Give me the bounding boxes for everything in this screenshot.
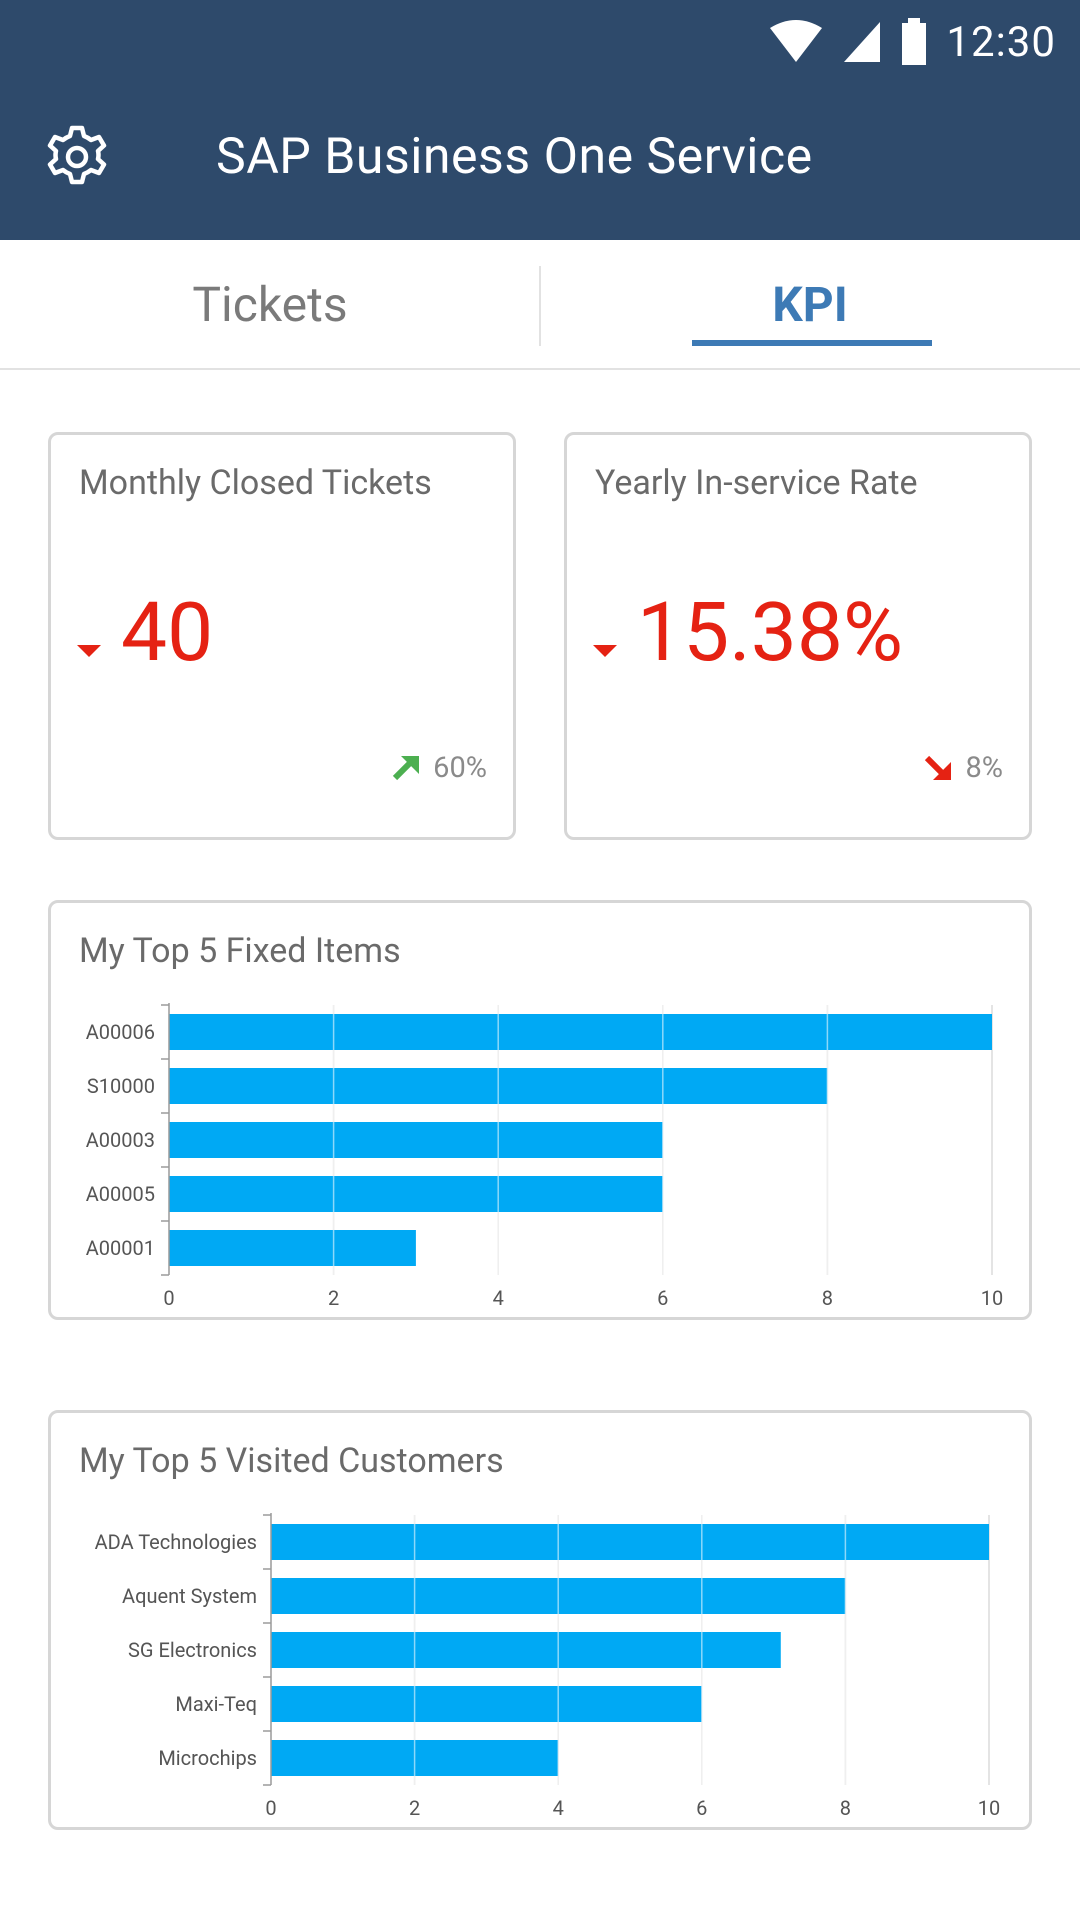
tab-tickets[interactable]: Tickets bbox=[192, 275, 348, 333]
bar[interactable] bbox=[271, 1524, 989, 1560]
kpi-value: 15.38% bbox=[637, 585, 904, 681]
battery-icon bbox=[902, 18, 927, 65]
kpi-trend: 8% bbox=[923, 751, 1003, 785]
x-tick-label: 10 bbox=[978, 1796, 1000, 1820]
category-label: Maxi-Teq bbox=[175, 1692, 257, 1716]
tab-bar: Tickets KPI bbox=[0, 240, 1080, 370]
kpi-trend-value: 60% bbox=[433, 751, 487, 785]
kpi-title: Monthly Closed Tickets bbox=[79, 463, 432, 503]
category-label: SG Electronics bbox=[128, 1638, 257, 1662]
x-tick-label: 4 bbox=[493, 1286, 504, 1310]
x-tick-label: 2 bbox=[409, 1796, 420, 1820]
x-tick-label: 6 bbox=[696, 1796, 707, 1820]
bar[interactable] bbox=[169, 1122, 663, 1158]
kpi-title: Yearly In-service Rate bbox=[595, 463, 918, 503]
x-tick-label: 6 bbox=[657, 1286, 668, 1310]
category-label: S10000 bbox=[87, 1074, 155, 1098]
kpi-trend: 60% bbox=[391, 751, 487, 785]
app-title: SAP Business One Service bbox=[216, 128, 813, 186]
bar[interactable] bbox=[271, 1632, 781, 1668]
trend-up-arrow-icon bbox=[393, 756, 420, 781]
visited-customers-bar-chart: ADA Technologies Aquent System SG Electron… bbox=[95, 1513, 1000, 1820]
x-tick-label: 8 bbox=[840, 1796, 851, 1820]
caret-down-icon bbox=[593, 645, 617, 657]
chart-card-top-visited-customers[interactable]: My Top 5 Visited Customers ADA Technolog… bbox=[48, 1410, 1032, 1830]
bar[interactable] bbox=[169, 1014, 992, 1050]
category-label: A00003 bbox=[86, 1128, 155, 1152]
x-tick-label: 0 bbox=[265, 1796, 276, 1820]
x-tick-label: 2 bbox=[328, 1286, 339, 1310]
category-label: A00001 bbox=[86, 1236, 155, 1260]
app-header: 12:30 SAP Business One Service bbox=[0, 0, 1080, 240]
kpi-card-monthly-closed-tickets[interactable]: Monthly Closed Tickets 40 60% bbox=[48, 432, 516, 840]
x-tick-label: 0 bbox=[163, 1286, 174, 1310]
caret-down-icon bbox=[77, 645, 101, 657]
settings-gear-icon[interactable] bbox=[44, 124, 110, 190]
chart-title: My Top 5 Visited Customers bbox=[79, 1441, 504, 1481]
chart-title: My Top 5 Fixed Items bbox=[79, 931, 401, 971]
fixed-items-bar-chart: A00006 S10000 A00003 A00005 A00001 0 2 4 6 8 10 bbox=[86, 1003, 1003, 1310]
bar[interactable] bbox=[169, 1230, 416, 1266]
category-label: Aquent System bbox=[122, 1584, 257, 1608]
wifi-icon bbox=[770, 20, 823, 62]
bar[interactable] bbox=[271, 1686, 702, 1722]
tab-kpi[interactable]: KPI bbox=[772, 275, 848, 333]
status-time: 12:30 bbox=[946, 17, 1056, 67]
category-label: A00005 bbox=[86, 1182, 155, 1206]
category-label: Microchips bbox=[158, 1746, 257, 1770]
bar[interactable] bbox=[169, 1176, 663, 1212]
category-label: ADA Technologies bbox=[95, 1530, 257, 1554]
status-bar: 12:30 bbox=[768, 12, 1056, 72]
cell-signal-icon bbox=[844, 22, 881, 62]
category-label: A00006 bbox=[86, 1020, 155, 1044]
kpi-trend-value: 8% bbox=[965, 751, 1003, 785]
chart-card-top-fixed-items[interactable]: My Top 5 Fixed Items A00006 S10000 A00003 A… bbox=[48, 900, 1032, 1320]
trend-down-arrow-icon bbox=[925, 755, 952, 780]
tab-divider bbox=[539, 266, 541, 346]
kpi-card-yearly-in-service-rate[interactable]: Yearly In-service Rate 15.38% 8% bbox=[564, 432, 1032, 840]
x-tick-label: 8 bbox=[822, 1286, 833, 1310]
x-tick-label: 10 bbox=[981, 1286, 1003, 1310]
kpi-value: 40 bbox=[121, 585, 214, 681]
x-tick-label: 4 bbox=[553, 1796, 564, 1820]
active-tab-indicator bbox=[692, 340, 932, 346]
